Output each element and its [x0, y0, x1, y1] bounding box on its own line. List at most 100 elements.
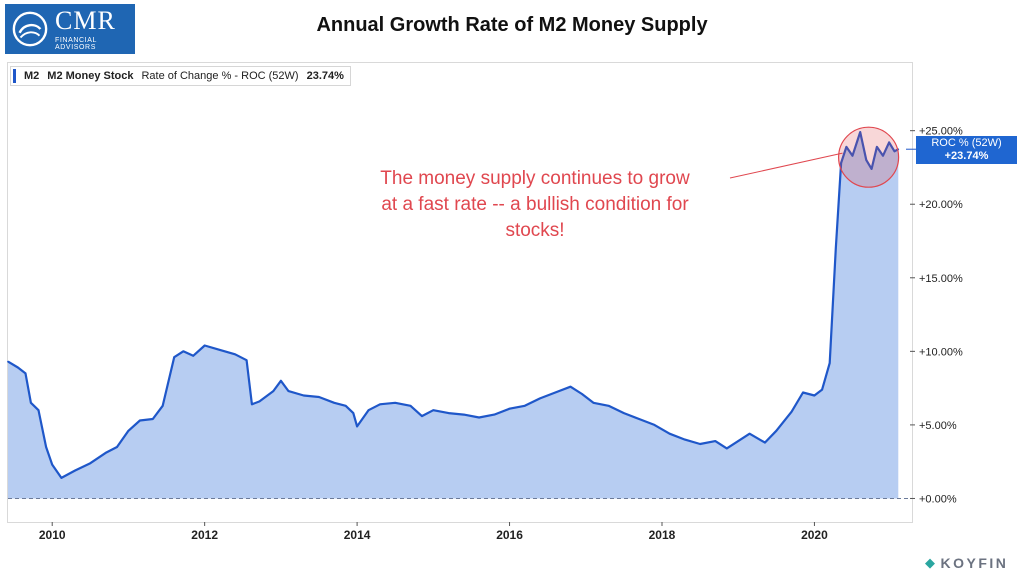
data-point: [161, 405, 164, 407]
data-point: [127, 430, 130, 432]
data-point: [352, 412, 355, 414]
data-point: [421, 415, 423, 417]
data-point: [493, 413, 496, 416]
data-point: [835, 247, 837, 250]
legend-value: 23.74%: [306, 70, 344, 82]
data-point: [592, 402, 595, 404]
data-point: [45, 446, 47, 448]
y-tick-label: +25.00%: [919, 126, 963, 138]
cmr-swirl-icon: [12, 11, 48, 47]
x-tick-label: 2010: [39, 528, 66, 542]
data-point: [344, 405, 347, 407]
badge-value: +23.74%: [944, 150, 989, 162]
data-point: [840, 162, 842, 164]
x-tick-label: 2012: [191, 528, 218, 542]
data-point: [24, 372, 27, 375]
data-point: [888, 141, 890, 144]
data-point: [74, 469, 76, 472]
cmr-logo: CMR FINANCIAL ADVISORS: [5, 4, 135, 54]
y-tick-label: +15.00%: [919, 273, 963, 285]
data-point: [51, 463, 53, 466]
y-tick-label: +0.00%: [919, 493, 957, 505]
data-point: [258, 400, 261, 403]
data-point: [182, 350, 185, 353]
data-point: [89, 462, 92, 465]
legend[interactable]: M2 M2 Money Stock Rate of Change % - ROC…: [10, 66, 351, 86]
badge-label: ROC % (52W): [931, 137, 1002, 149]
data-point: [775, 430, 778, 432]
data-point: [539, 397, 541, 400]
data-point: [234, 353, 236, 356]
data-point: [379, 403, 381, 406]
data-point: [203, 344, 206, 347]
annotation-text: The money supply continues to grow at a …: [340, 166, 730, 244]
koyfin-name: KOYFIN: [940, 555, 1009, 571]
x-tick-label: 2016: [496, 528, 523, 542]
logo-subtitle: FINANCIAL ADVISORS: [55, 36, 97, 51]
y-tick-label: +20.00%: [919, 199, 963, 211]
data-point: [333, 402, 336, 404]
x-tick-label: 2014: [344, 528, 371, 542]
y-tick-label: +10.00%: [919, 346, 963, 358]
data-point: [318, 396, 320, 398]
data-point: [37, 409, 40, 412]
data-point: [432, 409, 435, 412]
data-point: [764, 441, 766, 444]
data-point: [802, 391, 804, 394]
y-tick-label: +5.00%: [919, 420, 957, 432]
data-point: [367, 409, 370, 412]
page-title: Annual Growth Rate of M2 Money Supply: [316, 14, 708, 36]
data-point: [478, 416, 480, 419]
data-point: [116, 446, 118, 448]
highlight-circle: [837, 126, 900, 188]
data-point: [219, 349, 221, 351]
data-point: [607, 405, 610, 407]
data-point: [653, 424, 656, 426]
annotation-line: stocks!: [505, 220, 565, 241]
data-point: [851, 154, 854, 157]
series-area-fill: [8, 132, 899, 499]
data-point: [828, 362, 831, 364]
data-point: [508, 407, 511, 410]
data-point: [173, 356, 175, 359]
koyfin-logo-icon: ◆: [925, 555, 938, 570]
logo-name: CMR: [55, 5, 116, 35]
x-tick-label: 2020: [801, 528, 828, 542]
data-point: [280, 380, 282, 382]
data-point: [726, 447, 728, 450]
data-point: [17, 366, 19, 369]
data-point: [876, 146, 878, 148]
data-point: [623, 412, 625, 414]
last-value-badge: ROC % (52W) +23.74%: [916, 136, 1017, 164]
data-point: [245, 359, 248, 362]
plot-area: [7, 126, 912, 499]
data-point: [447, 412, 450, 414]
annotation-leader-line: [729, 152, 843, 179]
data-point: [790, 410, 793, 413]
data-point: [104, 452, 107, 454]
data-point: [882, 154, 884, 157]
data-point: [737, 440, 739, 442]
data-point: [409, 405, 412, 407]
data-point: [893, 150, 896, 153]
data-point: [569, 385, 572, 388]
data-point: [684, 438, 686, 441]
data-point: [870, 168, 873, 170]
data-point: [865, 159, 868, 161]
x-tick-label: 2018: [649, 528, 676, 542]
legend-indicator: Rate of Change % - ROC (52W): [141, 70, 299, 82]
data-point: [356, 425, 358, 428]
data-point: [748, 432, 751, 435]
data-point: [30, 402, 32, 404]
data-point: [581, 393, 583, 395]
legend-symbol: M2: [24, 70, 40, 82]
data-point: [714, 440, 717, 442]
legend-series-name: M2 Money Stock: [47, 70, 134, 82]
data-point: [287, 390, 290, 392]
data-point: [668, 432, 671, 435]
data-point: [152, 418, 154, 420]
data-point: [139, 419, 141, 422]
data-point: [7, 360, 9, 363]
data-point: [60, 477, 63, 479]
